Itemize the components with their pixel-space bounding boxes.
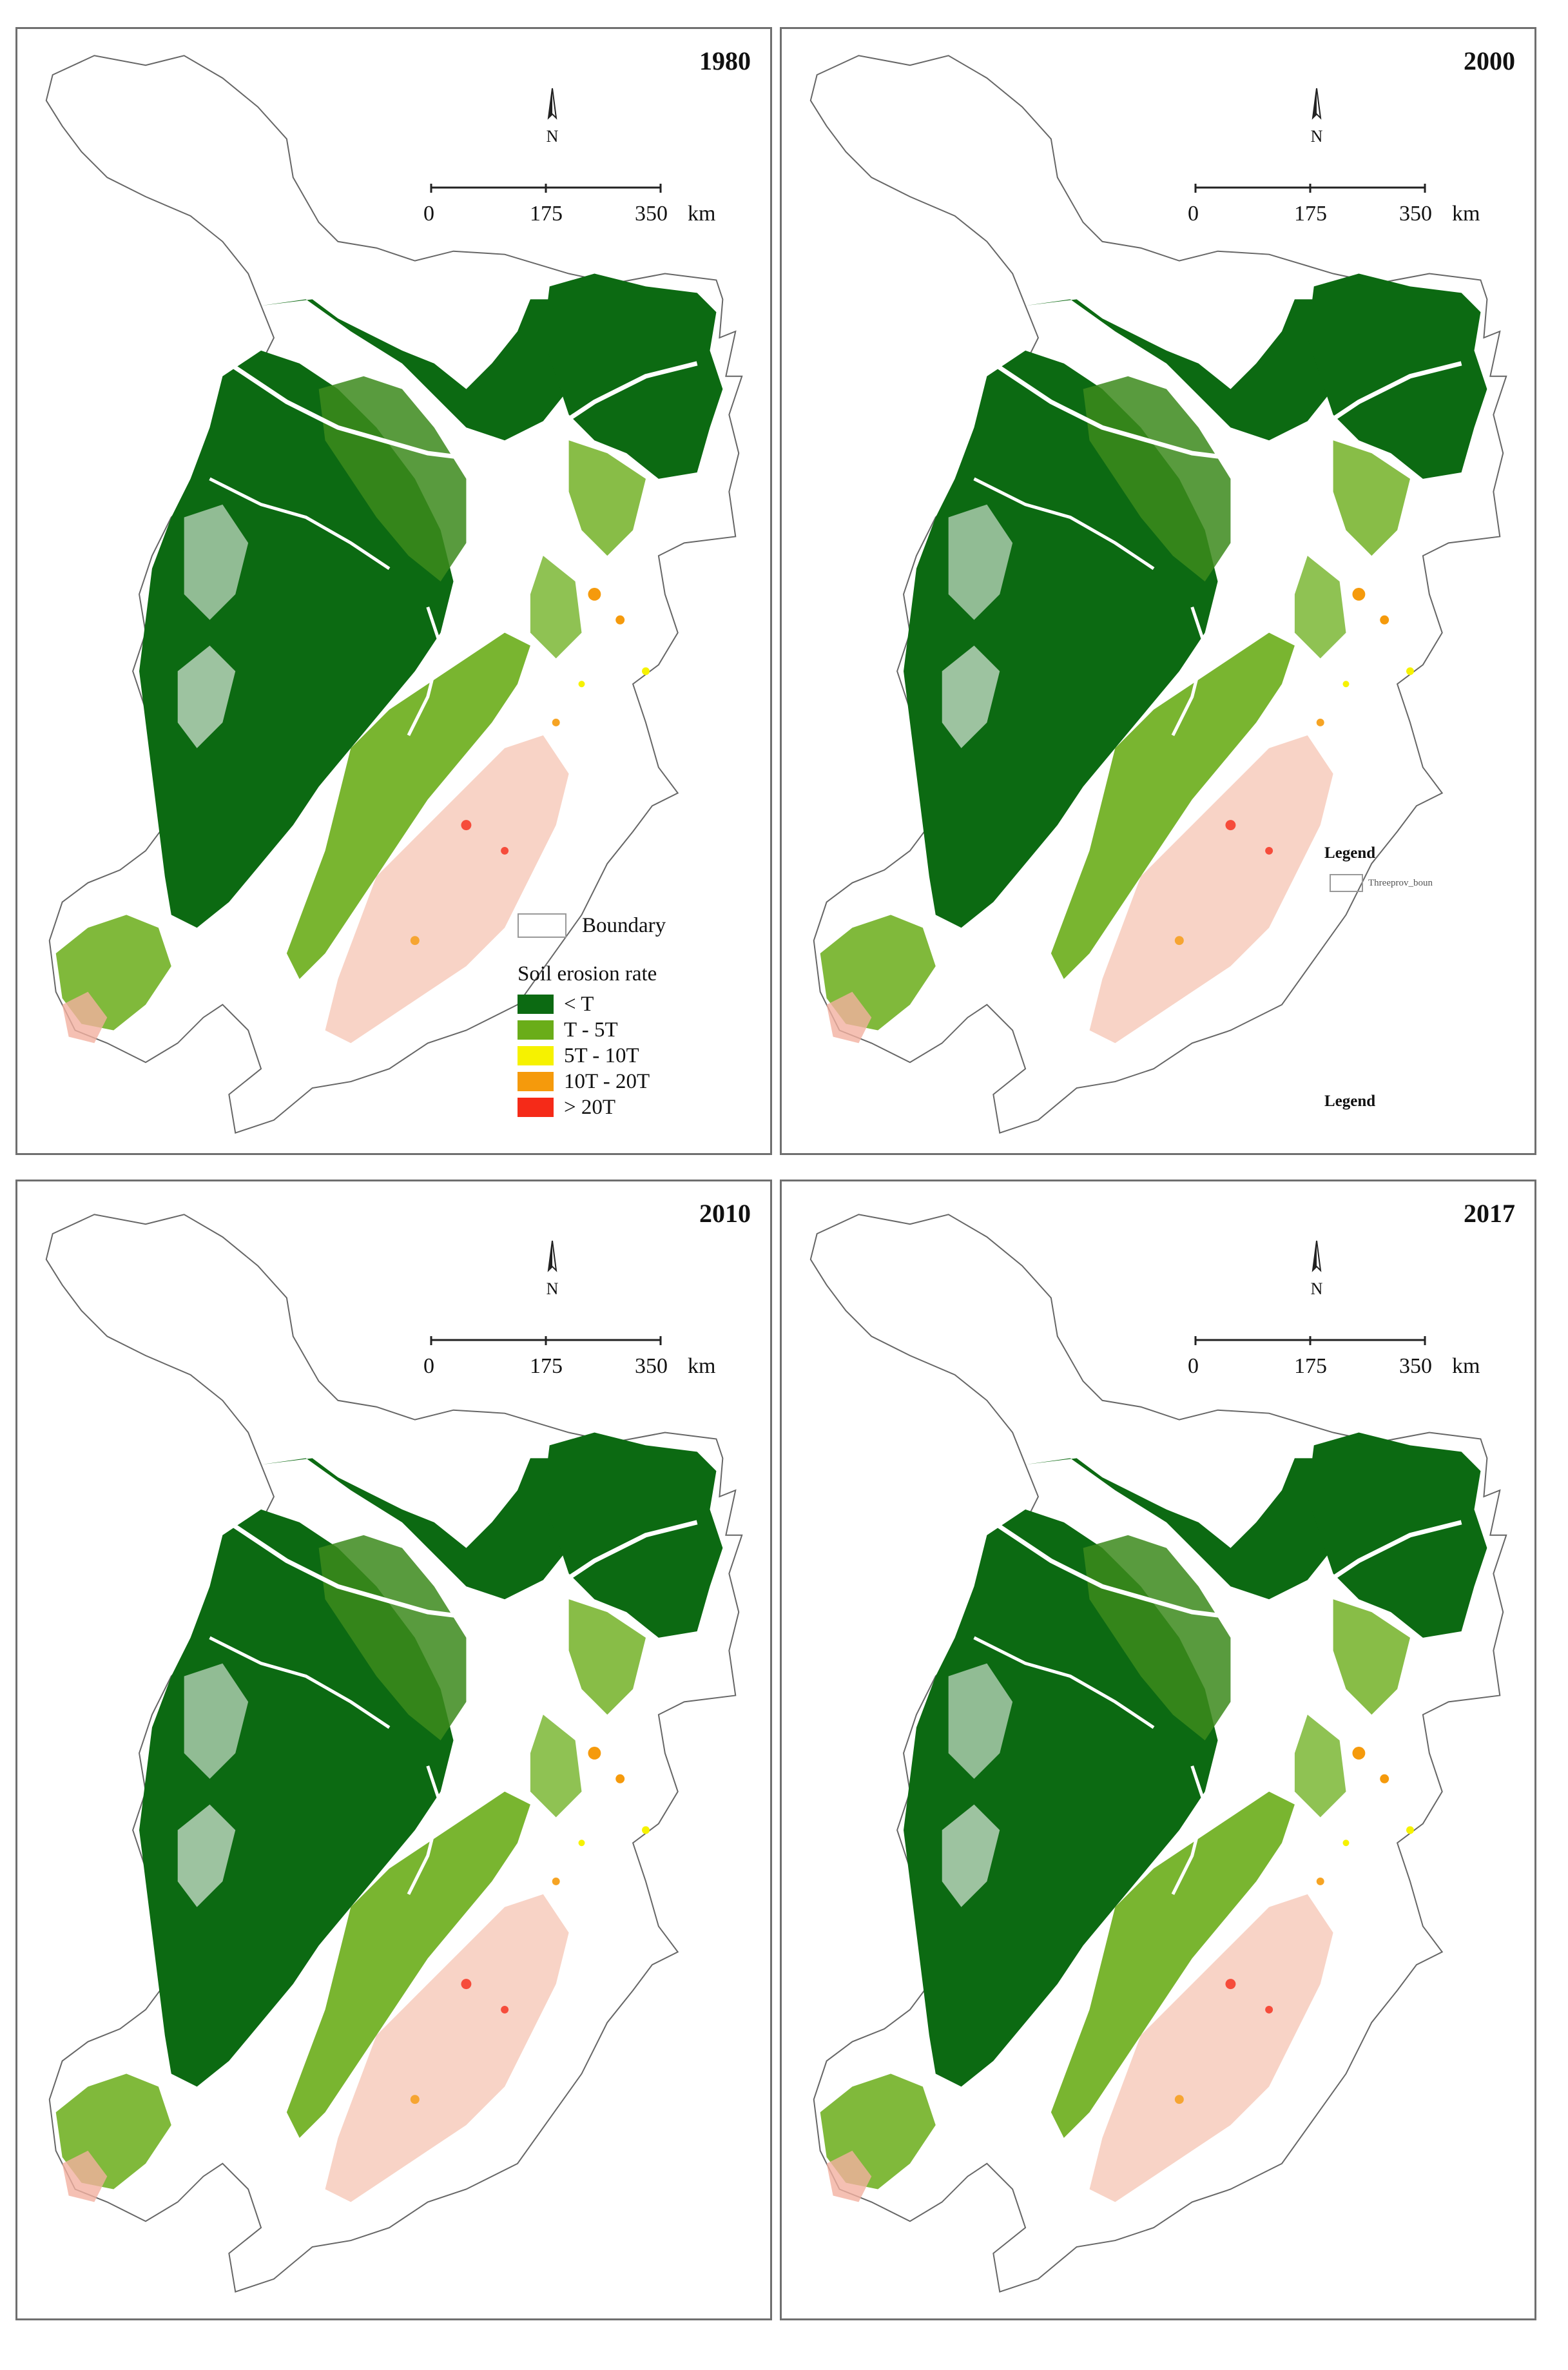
scale-label-350: 350	[635, 1354, 668, 1378]
north-arrow-icon	[1312, 1240, 1321, 1271]
scale-label-350: 350	[1399, 1354, 1432, 1378]
scale-unit: km	[688, 1354, 716, 1378]
scale-label-0: 0	[423, 202, 434, 226]
scale-unit: km	[688, 202, 716, 226]
north-arrow-icon	[1312, 88, 1321, 119]
legend-class-label: < T	[564, 992, 594, 1016]
legend-class-label: > 20T	[564, 1095, 616, 1119]
legend-swatch	[518, 1020, 554, 1040]
scale-bar: 0 175 350 km	[423, 1336, 716, 1388]
scale-bar: 0 175 350 km	[1188, 184, 1480, 235]
year-label: 2000	[1464, 46, 1515, 75]
north-label: N	[1310, 1279, 1323, 1298]
scale-line	[1194, 184, 1426, 194]
scale-line	[1194, 1336, 1426, 1346]
scale-label-175: 175	[530, 202, 563, 226]
legend-class: T - 5T	[518, 1017, 737, 1043]
legend-class-label: T - 5T	[564, 1018, 618, 1042]
legend-heading-bottom: Legend	[1324, 1093, 1376, 1110]
map-panel-2010: 2010 N 0 175 350 km	[15, 1180, 772, 2320]
legend-boundary: Boundary	[518, 913, 737, 938]
legend-swatch	[518, 1072, 554, 1091]
scale-line	[430, 1336, 662, 1346]
scale-bar: 0 175 350 km	[1188, 1336, 1480, 1388]
scale-bar: 0 175 350 km	[423, 184, 716, 235]
year-label: 2010	[699, 1199, 751, 1228]
map-panel-2000: 2000 N 0 175 350 km Legend Threeprov_bou…	[780, 27, 1536, 1155]
layer-swatch	[1330, 874, 1363, 892]
north-arrow: N	[1297, 86, 1336, 157]
legend-swatch	[518, 1098, 554, 1117]
scale-unit: km	[1452, 1354, 1480, 1378]
north-arrow: N	[1297, 1238, 1336, 1309]
north-arrow-icon	[548, 1240, 557, 1271]
scale-label-175: 175	[1294, 202, 1327, 226]
year-label: 2017	[1464, 1199, 1515, 1228]
scale-label-0: 0	[423, 1354, 434, 1378]
legend-class: > 20T	[518, 1094, 737, 1120]
legend-class: 10T - 20T	[518, 1069, 737, 1094]
legend: Boundary Soil erosion rate < T T - 5T 5T…	[518, 913, 737, 1120]
north-label: N	[1310, 127, 1323, 146]
scale-line	[430, 184, 662, 194]
scale-label-0: 0	[1188, 202, 1199, 226]
legend-swatch	[518, 995, 554, 1014]
north-label: N	[546, 1279, 559, 1298]
boundary-swatch	[518, 913, 566, 938]
scale-label-175: 175	[530, 1354, 563, 1378]
north-arrow: N	[533, 86, 572, 157]
map-panel-2017: 2017 N 0 175 350 km	[780, 1180, 1536, 2320]
layer-name: Threeprov_boun	[1368, 877, 1433, 888]
legend-class: < T	[518, 991, 737, 1017]
legend-heading: Legend	[1324, 844, 1376, 862]
legend-class-label: 5T - 10T	[564, 1044, 639, 1067]
boundary-label: Boundary	[582, 913, 666, 937]
legend-layer-row: Threeprov_boun	[1330, 874, 1433, 892]
legend-class-label: 10T - 20T	[564, 1069, 650, 1093]
north-label: N	[546, 127, 559, 146]
year-label: 1980	[699, 46, 751, 75]
legend-class: 5T - 10T	[518, 1043, 737, 1069]
legend-swatch	[518, 1046, 554, 1065]
scale-label-175: 175	[1294, 1354, 1327, 1378]
north-arrow: N	[533, 1238, 572, 1309]
north-arrow-icon	[548, 88, 557, 119]
scale-label-350: 350	[1399, 202, 1432, 226]
scale-unit: km	[1452, 202, 1480, 226]
map-panel-1980: 1980 N 0 175 350 km Boundary Soil erosio…	[15, 27, 772, 1155]
scale-label-350: 350	[635, 202, 668, 226]
legend-title: Soil erosion rate	[518, 962, 657, 986]
scale-label-0: 0	[1188, 1354, 1199, 1378]
